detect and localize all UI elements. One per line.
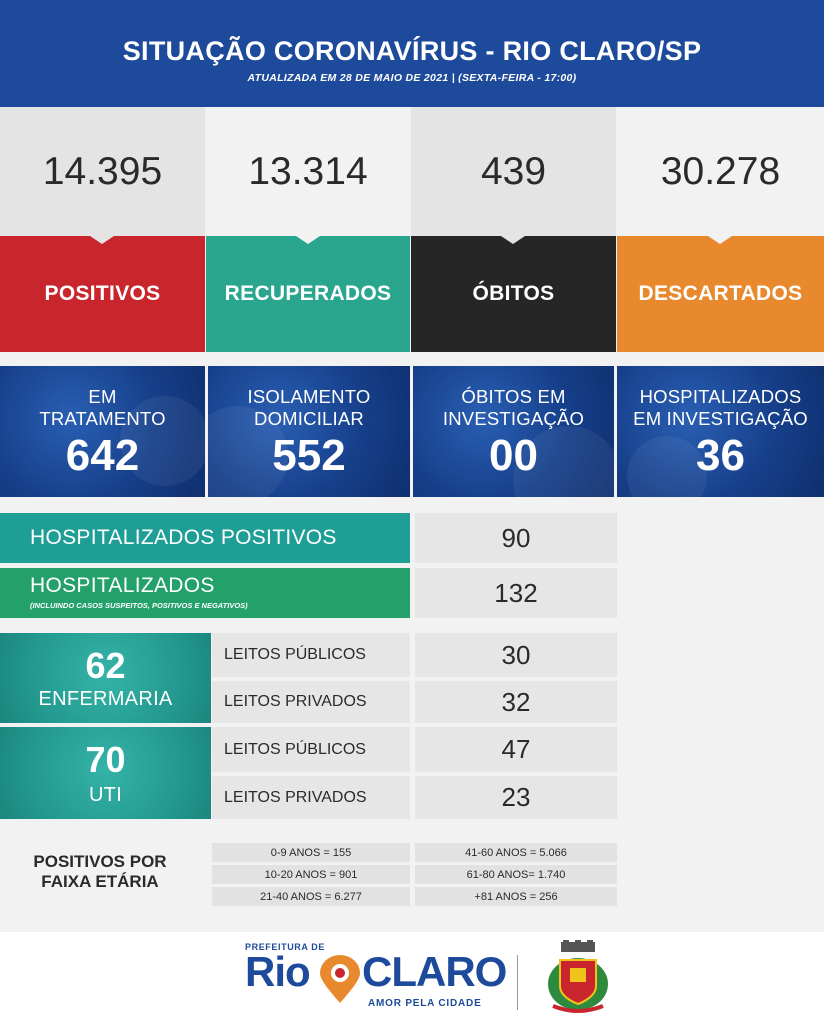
- card-label-line1: ÓBITOS EM: [461, 386, 566, 407]
- card-label-line1: EM: [88, 386, 117, 407]
- enfermaria-public-label: LEITOS PÚBLICOS: [212, 633, 410, 677]
- virus-decoration-icon: [120, 396, 205, 486]
- page-title: SITUAÇÃO CORONAVÍRUS - RIO CLARO/SP: [122, 36, 702, 66]
- obitos-investigacao-value: 00: [489, 431, 538, 480]
- age-section-title: POSITIVOS POR FAIXA ETÁRIA: [20, 852, 180, 892]
- uti-public-value: 47: [415, 727, 617, 772]
- header-banner: SITUAÇÃO CORONAVÍRUS - RIO CLARO/SP ATUA…: [0, 0, 824, 107]
- hospitalizados-row: HOSPITALIZADOS (INCLUINDO CASOS SUSPEITO…: [0, 568, 410, 618]
- isolamento-value: 552: [272, 431, 346, 480]
- hospitalizados-investigacao-card: HOSPITALIZADOS EM INVESTIGAÇÃO 36: [617, 366, 824, 497]
- obitos-investigacao-card: ÓBITOS EM INVESTIGAÇÃO 00: [413, 366, 614, 497]
- uti-block: 70 UTI: [0, 727, 211, 819]
- enfermaria-private-label: LEITOS PRIVADOS: [212, 681, 410, 723]
- uti-label: UTI: [88, 784, 123, 806]
- logo-claro: CLARO: [362, 948, 507, 995]
- notch-icon: [90, 236, 114, 244]
- descartados-value: 30.278: [617, 107, 824, 236]
- age-title-line2: FAIXA ETÁRIA: [41, 872, 159, 891]
- virus-decoration-icon: [208, 406, 288, 497]
- age-cell: 0-9 ANOS = 155: [212, 843, 410, 862]
- em-tratamento-card: EM TRATAMENTO 642: [0, 366, 205, 497]
- descartados-label: DESCARTADOS: [617, 236, 824, 352]
- notch-icon: [708, 236, 732, 244]
- recuperados-label: RECUPERADOS: [206, 236, 410, 352]
- enfermaria-block: 62 ENFERMARIA: [0, 633, 211, 723]
- map-pin-logo-icon: [320, 955, 360, 1003]
- age-title-line1: POSITIVOS POR: [33, 852, 167, 871]
- coat-of-arms-icon: [548, 940, 608, 1013]
- positivos-value: 14.395: [0, 107, 205, 236]
- hospitalizados-positivos-value: 90: [415, 513, 617, 563]
- isolamento-card: ISOLAMENTO DOMICILIAR 552: [208, 366, 410, 497]
- em-tratamento-value: 642: [65, 431, 140, 480]
- virus-decoration-icon: [627, 436, 707, 497]
- age-cell: 21-40 ANOS = 6.277: [212, 887, 410, 906]
- card-label-line2: INVESTIGAÇÃO: [442, 408, 585, 429]
- age-cell: 61-80 ANOS= 1.740: [415, 865, 617, 884]
- uti-private-value: 23: [415, 776, 617, 819]
- footer-divider: [517, 955, 518, 1010]
- age-cell: 10-20 ANOS = 901: [212, 865, 410, 884]
- hospitalizados-investigacao-value: 36: [696, 431, 745, 480]
- logo-rio: Rio: [245, 948, 311, 995]
- notch-icon: [501, 236, 525, 244]
- recuperados-value: 13.314: [206, 107, 410, 236]
- hospitalizados-positivos-row: HOSPITALIZADOS POSITIVOS: [0, 513, 410, 563]
- card-label-line2: TRATAMENTO: [39, 408, 166, 429]
- hospitalizados-value: 132: [415, 568, 617, 618]
- footer: [0, 932, 824, 1024]
- hospitalizados-positivos-label: HOSPITALIZADOS POSITIVOS: [30, 526, 337, 549]
- uti-public-label: LEITOS PÚBLICOS: [212, 727, 410, 772]
- logo-slogan: AMOR PELA CIDADE: [368, 998, 482, 1009]
- card-label-line1: HOSPITALIZADOS: [639, 386, 802, 407]
- obitos-label: ÓBITOS: [411, 236, 616, 352]
- enfermaria-label: ENFERMARIA: [38, 688, 173, 710]
- card-label-line2: DOMICILIAR: [254, 408, 364, 429]
- age-cell: +81 ANOS = 256: [415, 887, 617, 906]
- prefeitura-label: PREFEITURA DE: [245, 942, 325, 952]
- obitos-value: 439: [411, 107, 616, 236]
- enfermaria-count: 62: [85, 645, 126, 686]
- hospitalizados-label: HOSPITALIZADOS: [30, 574, 215, 597]
- card-label-line1: ISOLAMENTO: [247, 386, 371, 407]
- update-subtitle: ATUALIZADA EM 28 DE MAIO DE 2021 | (SEXT…: [247, 72, 577, 84]
- card-label-line2: EM INVESTIGAÇÃO: [633, 408, 808, 429]
- enfermaria-public-value: 30: [415, 633, 617, 677]
- enfermaria-private-value: 32: [415, 681, 617, 723]
- hospitalizados-note: (INCLUINDO CASOS SUSPEITOS, POSITIVOS E …: [30, 601, 248, 610]
- age-cell: 41-60 ANOS = 5.066: [415, 843, 617, 862]
- uti-private-label: LEITOS PRIVADOS: [212, 776, 410, 819]
- notch-icon: [296, 236, 320, 244]
- positivos-label: POSITIVOS: [0, 236, 205, 352]
- uti-count: 70: [85, 739, 126, 780]
